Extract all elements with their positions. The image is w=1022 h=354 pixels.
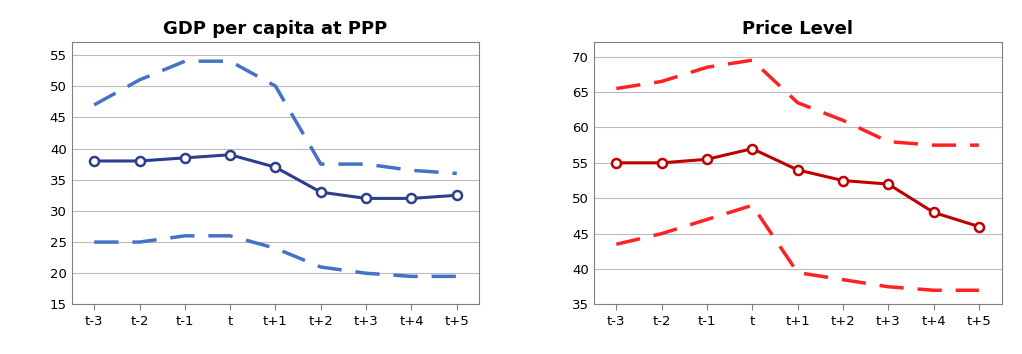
Title: Price Level: Price Level	[742, 20, 853, 38]
Title: GDP per capita at PPP: GDP per capita at PPP	[164, 20, 387, 38]
